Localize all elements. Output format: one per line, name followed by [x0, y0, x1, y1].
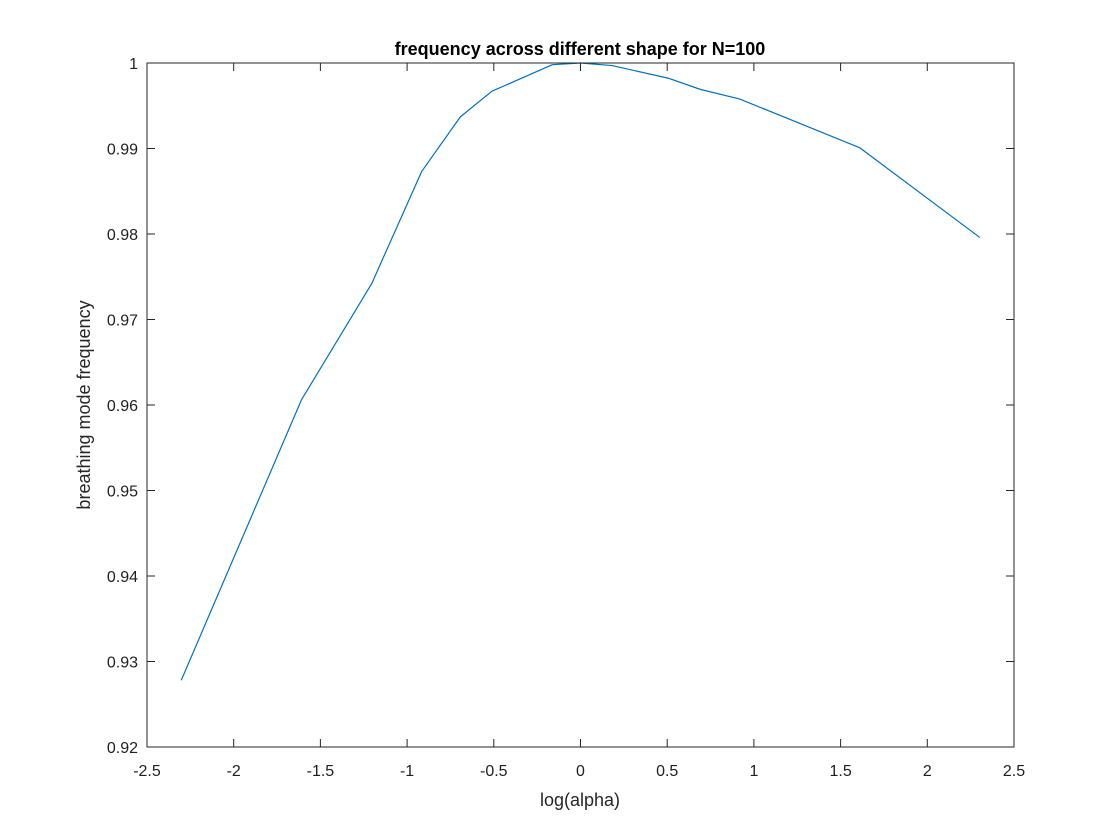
series-line-0 — [180, 62, 981, 681]
x-tick-label: -1.5 — [307, 763, 335, 780]
y-tick-label: 0.95 — [107, 484, 138, 501]
x-tick-label: -1 — [400, 763, 414, 780]
x-tick-label: -0.5 — [480, 763, 508, 780]
x-tick-label: 0.5 — [656, 763, 678, 780]
y-tick-label: 0.96 — [107, 398, 138, 415]
y-tick-label: 0.99 — [107, 142, 138, 159]
chart-title: frequency across different shape for N=1… — [395, 39, 766, 59]
plot-area — [147, 63, 1014, 747]
y-tick-label: 0.93 — [107, 655, 138, 672]
x-axis-ticks: -2.5 -2 -1.5 -1 -0.5 0 0.5 1 1.5 2 2.5 — [133, 63, 1025, 780]
x-tick-label: 1 — [749, 763, 758, 780]
axes-background — [147, 63, 1014, 747]
x-tick-label: 2.5 — [1003, 763, 1025, 780]
x-tick-label: -2 — [227, 763, 241, 780]
y-axis-label: breathing mode frequency — [74, 300, 94, 509]
y-tick-label: 1 — [129, 56, 138, 73]
y-tick-label: 0.97 — [107, 313, 138, 330]
x-tick-label: 2 — [923, 763, 932, 780]
series-layer — [180, 62, 981, 681]
x-axis-label: log(alpha) — [540, 790, 620, 810]
y-axis-ticks: 0.92 0.93 0.94 0.95 0.96 0.97 0.98 0.99 1 — [107, 56, 1014, 757]
x-tick-label: 1.5 — [829, 763, 851, 780]
x-tick-label: -2.5 — [133, 763, 161, 780]
y-tick-label: 0.98 — [107, 227, 138, 244]
y-tick-label: 0.94 — [107, 569, 138, 586]
x-tick-label: 0 — [576, 763, 585, 780]
y-tick-label: 0.92 — [107, 740, 138, 757]
